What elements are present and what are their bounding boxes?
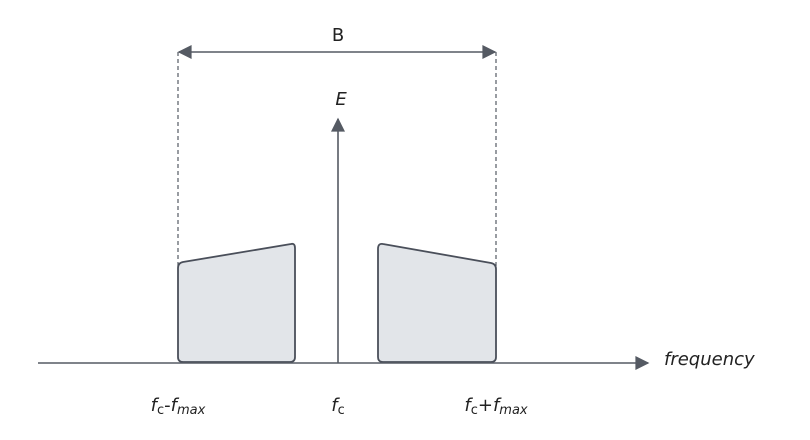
symbol: f	[493, 395, 502, 416]
lower-frequency-label: fc-fmax	[151, 395, 206, 418]
symbol: f	[331, 395, 340, 416]
symbol: f	[151, 395, 160, 416]
frequency-label: frequency	[664, 349, 755, 370]
symbol: f	[464, 395, 473, 416]
symbol: f	[171, 395, 180, 416]
operator: -	[164, 395, 171, 416]
subscript: c	[338, 403, 345, 418]
subscript: max	[177, 403, 206, 418]
operator: +	[478, 395, 493, 416]
subscript: c	[157, 403, 164, 418]
upper-frequency-label: fc+fmax	[464, 395, 528, 418]
energy-label: E	[335, 89, 347, 110]
subscript: max	[499, 403, 528, 418]
center-frequency-label: fc	[331, 395, 345, 418]
bandwidth-label: B	[332, 25, 344, 46]
subscript: c	[471, 403, 478, 418]
lower-sideband	[177, 242, 296, 363]
upper-sideband	[377, 242, 497, 363]
